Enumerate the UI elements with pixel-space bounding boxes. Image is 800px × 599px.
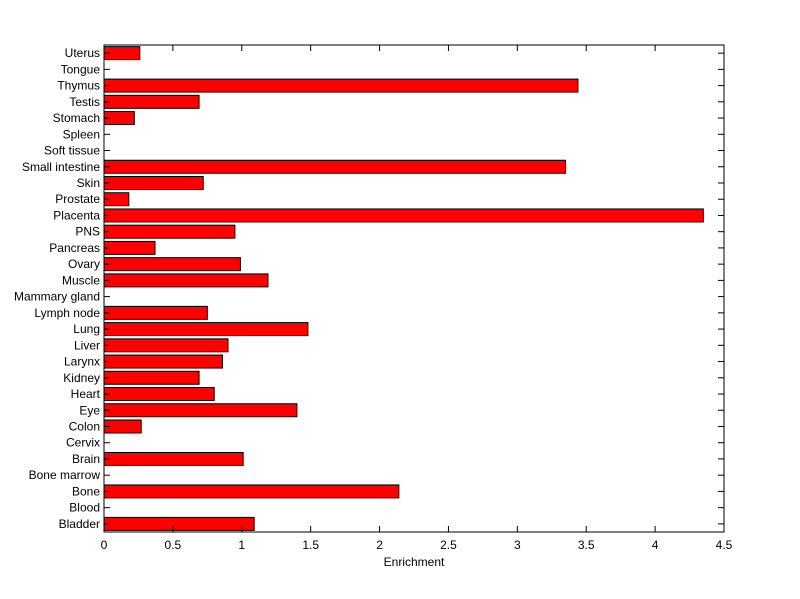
bar-pancreas [103,240,156,255]
y-tick-label: Thymus [57,79,100,93]
y-tick-label: Soft tissue [44,144,100,158]
x-tick-labels: 0 0.5 1 1.5 2 2.5 3 3.5 4 4.5 [101,538,733,552]
x-tick-label: 1.5 [302,538,319,552]
y-tick-label: Lung [73,322,100,336]
y-tick-label: Eye [79,403,100,417]
y-tick-label: Placenta [53,208,100,222]
bar-brain [103,451,244,466]
x-tick-label: 2 [376,538,383,552]
y-tick-label: Bone marrow [29,468,101,482]
y-tick-label: Small intestine [22,160,100,174]
bar-kidney [103,370,200,385]
bar-skin [103,175,204,190]
y-tick-label: Tongue [61,62,101,76]
y-tick-label: Prostate [55,192,100,206]
bar-thymus [103,78,579,93]
bar-testis [103,94,200,109]
y-tick-labels: Bladder Blood Bone Bone marrow Brain Cervix Co… [14,46,101,531]
y-tick-label: Uterus [65,46,100,60]
bar-larynx [103,354,223,369]
bar-small-intestine [103,159,567,174]
x-tick-label: 2.5 [440,538,457,552]
bar-eye [103,403,298,418]
y-tick-label: Spleen [63,127,100,141]
bar-lymph-node [103,305,208,320]
x-tick-label: 0 [101,538,108,552]
bar-heart [103,387,215,402]
bar-bone [103,484,400,499]
y-tick-label: Ovary [68,257,100,271]
y-tick-label: Liver [74,338,100,352]
x-tick-label: 4 [652,538,659,552]
x-tick-label: 3.5 [578,538,595,552]
y-tick-label: Brain [72,452,100,466]
x-tick-label: 1 [238,538,245,552]
y-tick-label: PNS [75,225,100,239]
axes-frame [103,44,725,533]
y-tick-label: Larynx [64,355,100,369]
y-tick-label: Kidney [63,371,100,385]
bar-muscle [103,273,269,288]
y-tick-label: Testis [69,95,100,109]
y-tick-label: Muscle [62,273,100,287]
x-tick-label: 3 [514,538,521,552]
y-tick-label: Bone [72,484,100,498]
bar-placenta [103,208,704,223]
y-tick-label: Cervix [66,436,100,450]
bar-lung [103,322,309,337]
x-tick-label: 4.5 [716,538,733,552]
bar-liver [103,338,229,353]
y-tick-label: Mammary gland [14,290,100,304]
y-tick-label: Lymph node [34,306,100,320]
ticks-layer [103,45,725,532]
x-tick-label: 0.5 [165,538,182,552]
y-tick-label: Colon [69,419,100,433]
y-tick-label: Heart [71,387,101,401]
y-tick-label: Bladder [59,517,100,531]
y-tick-label: Stomach [53,111,100,125]
y-tick-label: Pancreas [49,241,100,255]
bar-pns [103,224,236,239]
y-tick-label: Blood [69,501,100,515]
bar-ovary [103,257,241,272]
bar-bladder [103,516,255,531]
y-tick-label: Skin [77,176,100,190]
x-axis-label: Enrichment [384,555,445,569]
